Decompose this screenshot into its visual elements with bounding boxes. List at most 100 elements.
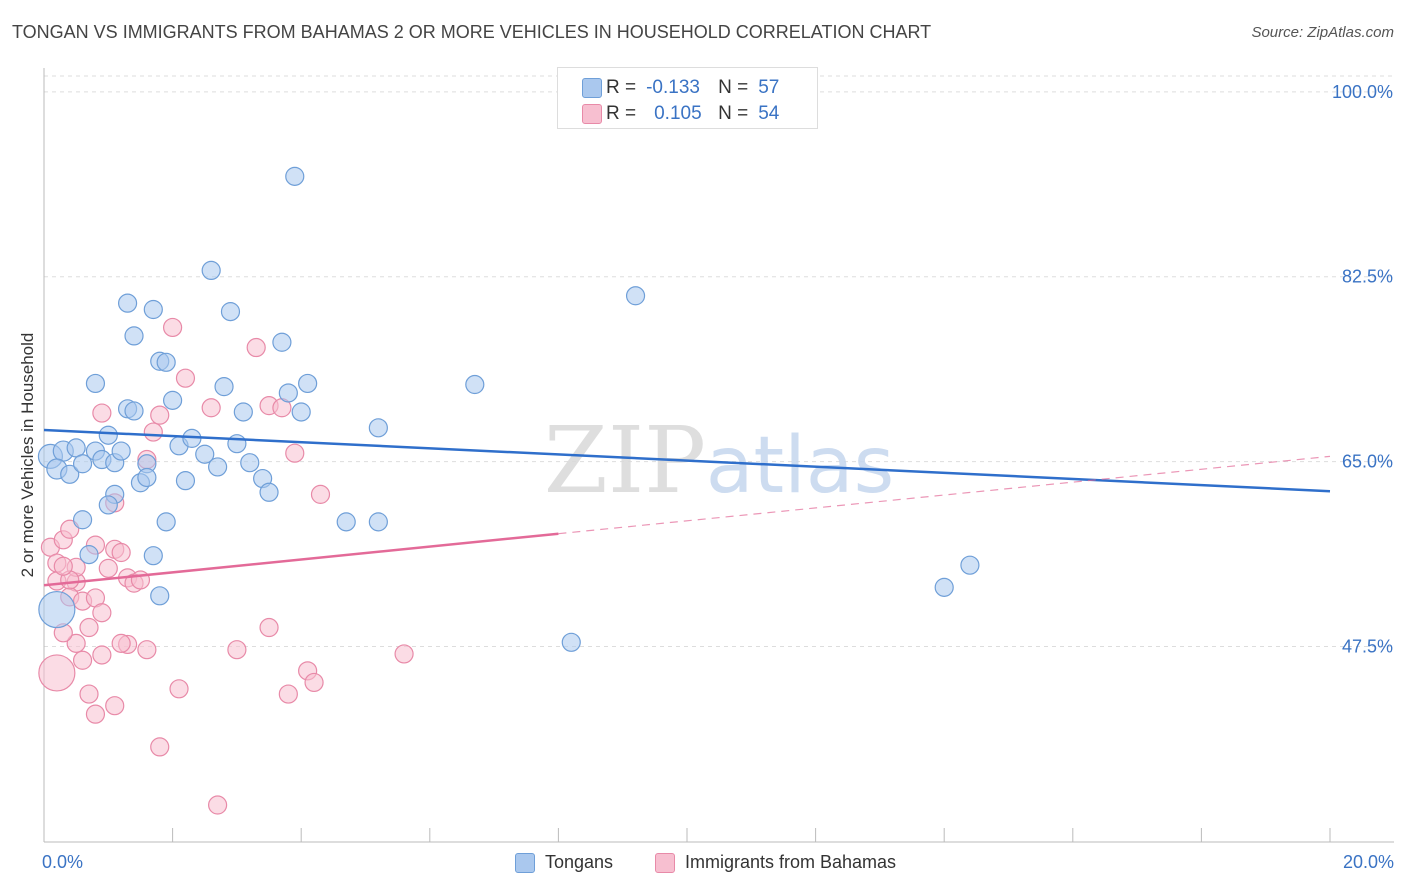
data-point — [124, 326, 144, 346]
data-point — [246, 337, 266, 358]
r-label: R = — [606, 103, 637, 124]
data-point — [92, 645, 112, 665]
y-tick-label: 82.5% — [1342, 267, 1393, 287]
legend-item-bahamas: Immigrants from Bahamas — [655, 852, 896, 873]
r-value: -0.133 — [646, 77, 700, 98]
y-tick-label: 47.5% — [1342, 637, 1393, 657]
data-point — [66, 633, 86, 653]
data-point — [259, 617, 279, 638]
data-point — [150, 586, 170, 606]
series-legend: Tongans Immigrants from Bahamas — [0, 852, 1406, 878]
data-point — [272, 332, 292, 352]
data-point — [98, 495, 118, 515]
n-label: N = — [718, 77, 749, 98]
n-value: 57 — [758, 77, 780, 98]
chart-title: TONGAN VS IMMIGRANTS FROM BAHAMAS 2 OR M… — [12, 22, 932, 42]
data-point — [92, 403, 112, 423]
data-point — [285, 443, 305, 463]
data-point — [137, 467, 157, 488]
data-point — [60, 464, 80, 484]
data-point — [336, 512, 356, 532]
data-point — [163, 390, 183, 410]
data-point — [79, 545, 99, 565]
grid-lines — [44, 75, 1394, 648]
data-point — [625, 286, 646, 306]
series-bahamas — [38, 317, 414, 815]
trend-line-tongans — [43, 428, 1331, 493]
data-point — [124, 401, 144, 421]
data-point — [220, 302, 241, 322]
data-point — [278, 684, 298, 704]
data-point — [310, 484, 331, 504]
data-point — [143, 546, 163, 566]
data-point — [291, 402, 311, 422]
legend-item-tongans: Tongans — [515, 852, 613, 873]
data-point — [934, 577, 954, 597]
data-point — [60, 519, 80, 539]
data-point — [304, 672, 324, 693]
data-point — [960, 555, 980, 575]
data-point — [72, 510, 93, 530]
data-point — [195, 444, 215, 464]
data-point — [233, 402, 253, 422]
data-point — [117, 293, 138, 313]
tongans-legend-swatch — [515, 852, 535, 873]
data-point — [150, 737, 170, 757]
data-point — [111, 441, 131, 461]
data-point — [298, 373, 318, 394]
series-tongans — [37, 166, 980, 652]
bahamas-legend-swatch — [655, 852, 675, 873]
data-point — [92, 603, 112, 623]
data-point — [137, 640, 157, 660]
data-point — [98, 425, 118, 445]
data-point — [72, 650, 93, 670]
data-point — [240, 453, 260, 473]
data-point — [368, 418, 388, 438]
legend-row-bahamas: R = 0.105 N = 54 — [582, 102, 780, 126]
data-point — [227, 434, 247, 454]
trend-line-bahamas-extension — [558, 455, 1331, 535]
data-point — [201, 260, 221, 281]
data-point — [201, 398, 221, 418]
trend-lines — [43, 428, 1331, 587]
data-point — [85, 373, 106, 394]
x-tick-min: 0.0% — [42, 852, 84, 872]
legend-label-bahamas: Immigrants from Bahamas — [685, 852, 897, 872]
data-point — [38, 654, 76, 692]
data-point — [105, 696, 125, 716]
data-point — [111, 633, 131, 653]
data-point — [130, 570, 151, 590]
trend-line-bahamas — [43, 532, 559, 587]
data-point — [79, 684, 99, 704]
n-value: 54 — [758, 103, 780, 124]
data-point — [111, 542, 131, 563]
data-point — [175, 471, 196, 491]
r-label: R = — [606, 77, 637, 98]
y-tick-labels: 47.5% 65.0% 82.5% 100.0% — [1332, 82, 1393, 657]
bahamas-swatch — [582, 104, 602, 124]
y-tick-label: 100.0% — [1332, 82, 1393, 102]
data-point — [278, 383, 298, 403]
data-point — [214, 377, 234, 397]
data-point — [561, 632, 581, 652]
y-axis-label: 2 or more Vehicles in Household — [18, 332, 37, 578]
data-point — [85, 704, 106, 724]
data-point — [368, 512, 388, 532]
data-point — [38, 590, 76, 629]
data-point — [72, 454, 93, 474]
data-point — [285, 166, 305, 186]
data-point — [53, 556, 73, 576]
data-point — [79, 617, 99, 638]
legend-label-tongans: Tongans — [545, 852, 614, 872]
data-point — [259, 482, 279, 502]
y-tick-label: 65.0% — [1342, 452, 1393, 472]
data-point — [143, 299, 163, 320]
source-label: Source: ZipAtlas.com — [1251, 24, 1394, 41]
data-point — [169, 679, 189, 699]
data-point — [156, 352, 176, 372]
data-point — [175, 368, 196, 388]
data-point — [208, 795, 228, 815]
watermark: ZIP atlas — [544, 407, 894, 514]
x-tick-max: 20.0% — [1342, 852, 1394, 872]
